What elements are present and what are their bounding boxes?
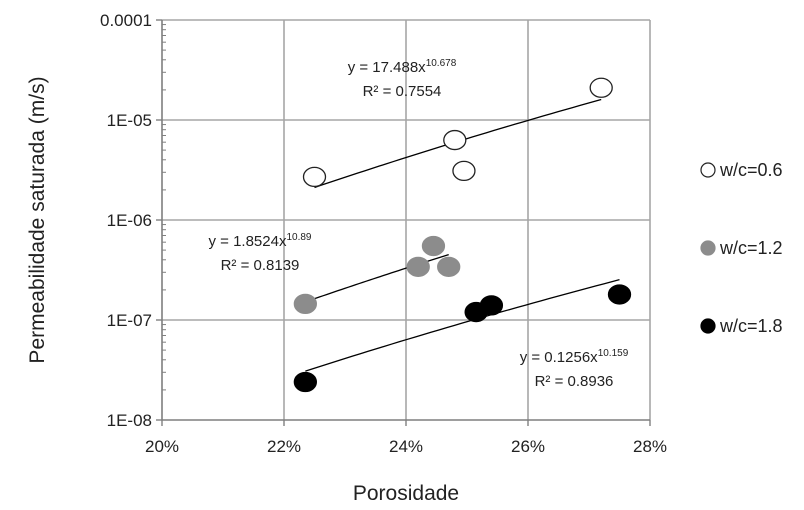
y-tick-label: 1E-07	[107, 311, 152, 330]
y-tick-label: 1E-05	[107, 111, 152, 130]
y-axis-title: Permeabilidade saturada (m/s)	[26, 76, 49, 363]
y-tick-label: 1E-06	[107, 211, 152, 230]
data-point-series-2	[293, 293, 318, 315]
trendline-equation-1: y = 17.488x10.678	[348, 58, 457, 76]
data-point-series-1	[302, 166, 327, 188]
x-tick-label: 28%	[633, 437, 667, 456]
trendline-r2-2: R² = 0.8139	[221, 257, 300, 274]
grid-layer	[162, 19, 651, 420]
x-tick-label: 22%	[267, 437, 301, 456]
data-point-series-1	[452, 160, 476, 182]
x-tick-label: 24%	[389, 437, 423, 456]
legend-marker-2	[700, 240, 716, 256]
data-point-series-3	[293, 371, 318, 393]
legend: w/c=0.6 w/c=1.2 w/c=1.8	[700, 160, 783, 336]
axis-layer: 1E-08 1E-07 1E-06 1E-05 0.0001 20% 22% 24% 26% 28…	[26, 11, 667, 505]
legend-marker-1	[700, 162, 716, 178]
trendline-equation-3: y = 0.1256x10.159	[520, 348, 629, 366]
data-point-series-2	[406, 256, 430, 278]
y-tick-label: 1E-08	[107, 411, 152, 430]
data-point-series-2	[437, 256, 461, 278]
x-axis-title: Porosidade	[353, 482, 459, 505]
data-point-series-2	[421, 235, 446, 257]
trendline-3	[305, 279, 620, 372]
legend-label-1: w/c=0.6	[719, 160, 783, 180]
y-tick-label: 0.0001	[100, 11, 152, 30]
trendline-r2-1: R² = 0.7554	[363, 83, 442, 100]
data-point-series-1	[589, 77, 613, 98]
label-layer: y = 17.488x10.678 R² = 0.7554 y = 1.8524x1…	[208, 58, 628, 390]
trendline-r2-3: R² = 0.8936	[535, 373, 614, 390]
x-tick-label: 26%	[511, 437, 545, 456]
x-tick-label: 20%	[145, 437, 179, 456]
data-point-series-3	[607, 284, 632, 305]
legend-marker-3	[700, 318, 716, 334]
legend-label-2: w/c=1.2	[719, 238, 783, 258]
data-point-series-1	[443, 129, 467, 151]
legend-label-3: w/c=1.8	[719, 316, 783, 336]
point-layer	[293, 77, 632, 393]
data-point-series-3	[479, 295, 504, 316]
trendline-equation-2: y = 1.8524x10.89	[208, 232, 311, 250]
